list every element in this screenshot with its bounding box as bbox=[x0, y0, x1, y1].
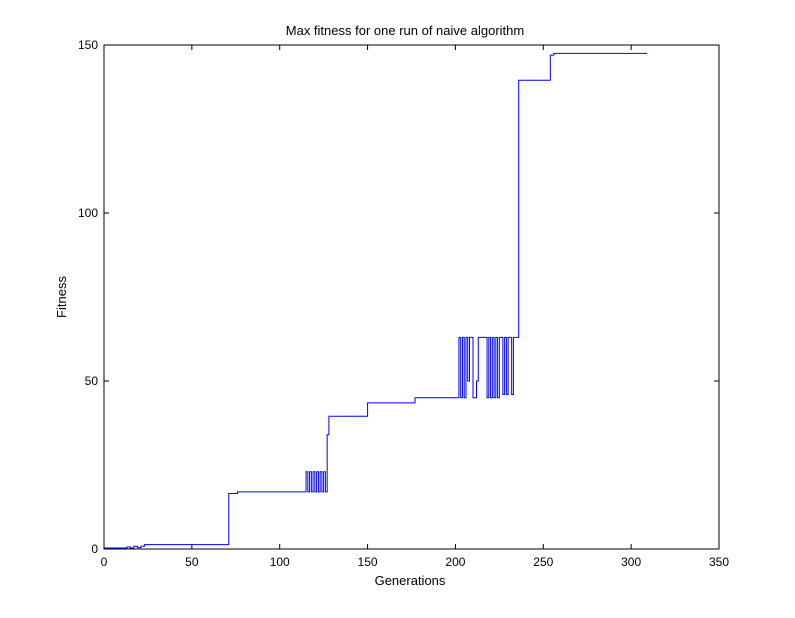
x-tick-label: 100 bbox=[270, 555, 290, 569]
x-tick-labels: 0 50 100 150 200 250 300 350 bbox=[101, 555, 730, 569]
series-group bbox=[104, 52, 647, 549]
y-axis-label: Fitness bbox=[54, 276, 69, 318]
x-tick-label: 0 bbox=[101, 555, 108, 569]
series-line bbox=[104, 52, 647, 549]
y-tick-label: 0 bbox=[91, 542, 98, 556]
plot-area bbox=[103, 44, 720, 550]
x-axis-label: Generations bbox=[375, 573, 446, 588]
axis-ticks bbox=[103, 44, 720, 550]
y-tick-label: 50 bbox=[85, 374, 99, 388]
x-tick-label: 150 bbox=[358, 555, 378, 569]
x-tick-label: 200 bbox=[445, 555, 465, 569]
x-tick-label: 50 bbox=[185, 555, 199, 569]
y-tick-label: 100 bbox=[78, 206, 98, 220]
x-tick-label: 350 bbox=[709, 555, 729, 569]
chart-title: Max fitness for one run of naive algorit… bbox=[286, 23, 524, 38]
y-tick-labels: 0 50 100 150 bbox=[78, 38, 98, 556]
x-tick-label: 300 bbox=[621, 555, 641, 569]
y-tick-label: 150 bbox=[78, 38, 98, 52]
x-tick-label: 250 bbox=[533, 555, 553, 569]
